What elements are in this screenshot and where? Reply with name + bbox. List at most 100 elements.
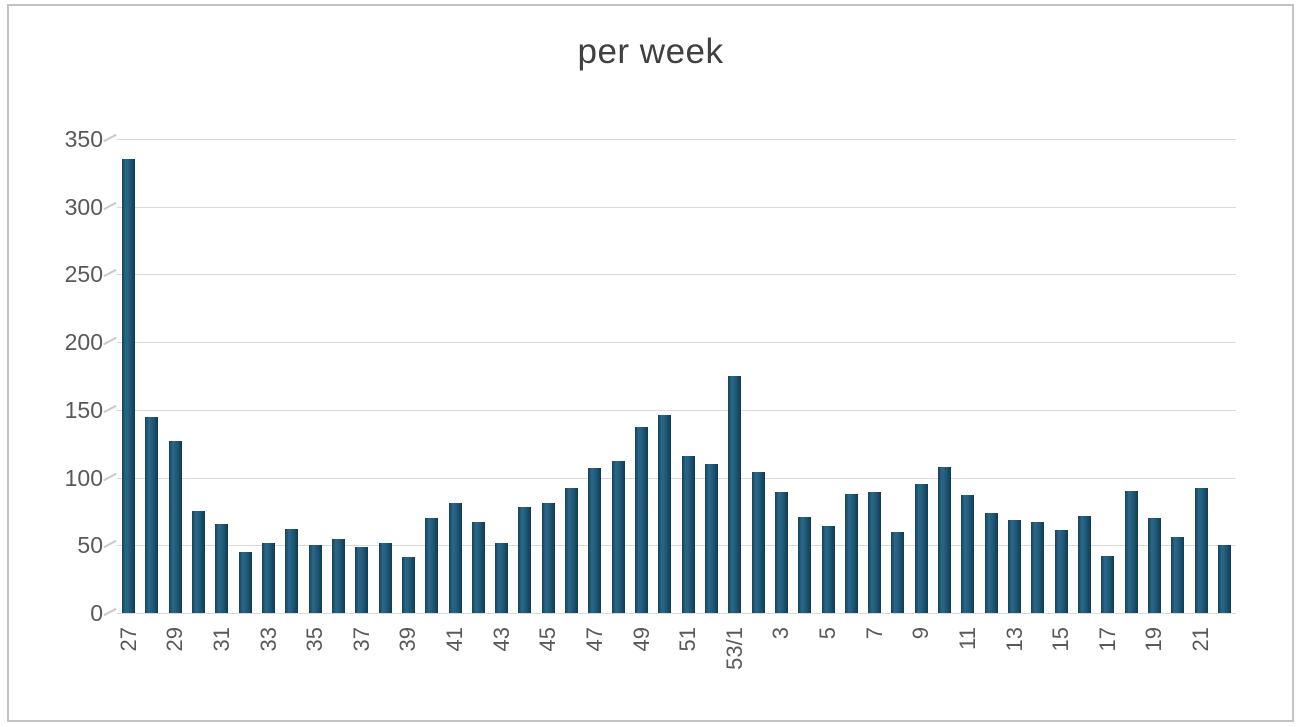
gridline [117,545,1236,547]
bar-column [677,139,700,613]
bar-column [1119,139,1142,613]
x-axis-tick-label: 3 [768,627,794,640]
tick-mark [103,472,117,481]
bar-series [117,139,1236,613]
bar [1031,522,1045,613]
y-axis-tick-label: 100 [64,464,103,491]
x-axis-tick-label: 49 [628,627,654,652]
gridline [117,139,1236,140]
bar-column [1096,139,1119,613]
bar [938,466,952,613]
x-axis-tick-label: 47 [581,627,607,652]
x-axis-tick-label: 19 [1141,627,1167,652]
bar-column [1213,139,1236,613]
bar-column [653,139,676,613]
bar-column [560,139,583,613]
chart-stage: per week 0 50 100 150 200 250 300 350 27 29 31 33 3… [9,6,1292,720]
tick-mark [103,336,117,346]
bar-column [1026,139,1049,613]
bar-column [490,139,513,613]
x-axis-tick-label: 33 [255,627,281,652]
plot-area [103,133,1236,617]
tick-mark [103,607,117,617]
bar [1008,519,1022,613]
bar-column [607,139,630,613]
bar [355,546,369,613]
bar-column [1189,139,1212,613]
bar-column [886,139,909,613]
bar-column [910,139,933,613]
bar [681,455,695,613]
bar-column [140,139,163,613]
x-axis-tick-label: 7 [861,627,887,640]
bar-column [234,139,257,613]
bar [1124,491,1138,613]
x-axis-tick-label: 21 [1188,627,1214,652]
bar-column [840,139,863,613]
tick-mark [103,404,117,414]
x-axis-tick-label: 13 [1001,627,1027,652]
bar-column [443,139,466,613]
bar-column [187,139,210,613]
x-axis-tick-label: 9 [908,627,934,640]
y-axis-tick-label: 0 [90,600,103,626]
bar-column [746,139,769,613]
gridline [117,409,1236,411]
bar [145,416,159,613]
bar [1054,530,1068,613]
bar-column [257,139,280,613]
bar-column [723,139,746,613]
bar-column [630,139,653,613]
bar-column [537,139,560,613]
bar [238,552,252,613]
y-axis: 0 50 100 150 200 250 300 350 [19,126,103,626]
bar-column [1143,139,1166,613]
x-axis-tick-label: 53/1 [721,627,747,670]
bar [262,542,276,613]
bar [588,468,602,613]
bar [611,461,625,613]
bar [1171,537,1185,613]
bar [401,557,415,613]
y-axis-tick-label: 250 [64,261,103,288]
bar [331,538,345,613]
bar-column [1003,139,1026,613]
bar-column [980,139,1003,613]
x-axis-tick-label: 37 [348,627,374,652]
x-axis-tick-label: 29 [162,627,188,652]
bar-column [350,139,373,613]
bar [891,531,905,613]
bar-column [583,139,606,613]
bar [868,492,882,613]
bar-column [420,139,443,613]
bar [751,472,765,613]
bar [798,516,812,613]
bar-column [397,139,420,613]
bar-column [304,139,327,613]
gridline [117,477,1236,479]
tick-mark [103,269,117,278]
bar-column [164,139,187,613]
x-axis-tick-label: 39 [395,627,421,652]
bar [378,542,392,613]
y-axis-tick-label: 200 [64,329,103,356]
bar-column [1073,139,1096,613]
bar-column [327,139,350,613]
bar [821,526,835,613]
bar-column [933,139,956,613]
gridline [117,613,1236,614]
x-axis-tick-label: 17 [1094,627,1120,652]
bar [192,511,206,613]
bar [844,493,858,613]
bar [658,415,672,613]
bar [215,523,229,613]
bar [704,464,718,613]
bar [728,376,742,613]
bar [448,503,462,613]
tick-mark [103,133,117,143]
bar-column [467,139,490,613]
bar-column [816,139,839,613]
x-axis-tick-label: 31 [208,627,234,652]
y-axis-tick-label: 350 [64,126,103,152]
x-axis-tick-label: 51 [675,627,701,652]
